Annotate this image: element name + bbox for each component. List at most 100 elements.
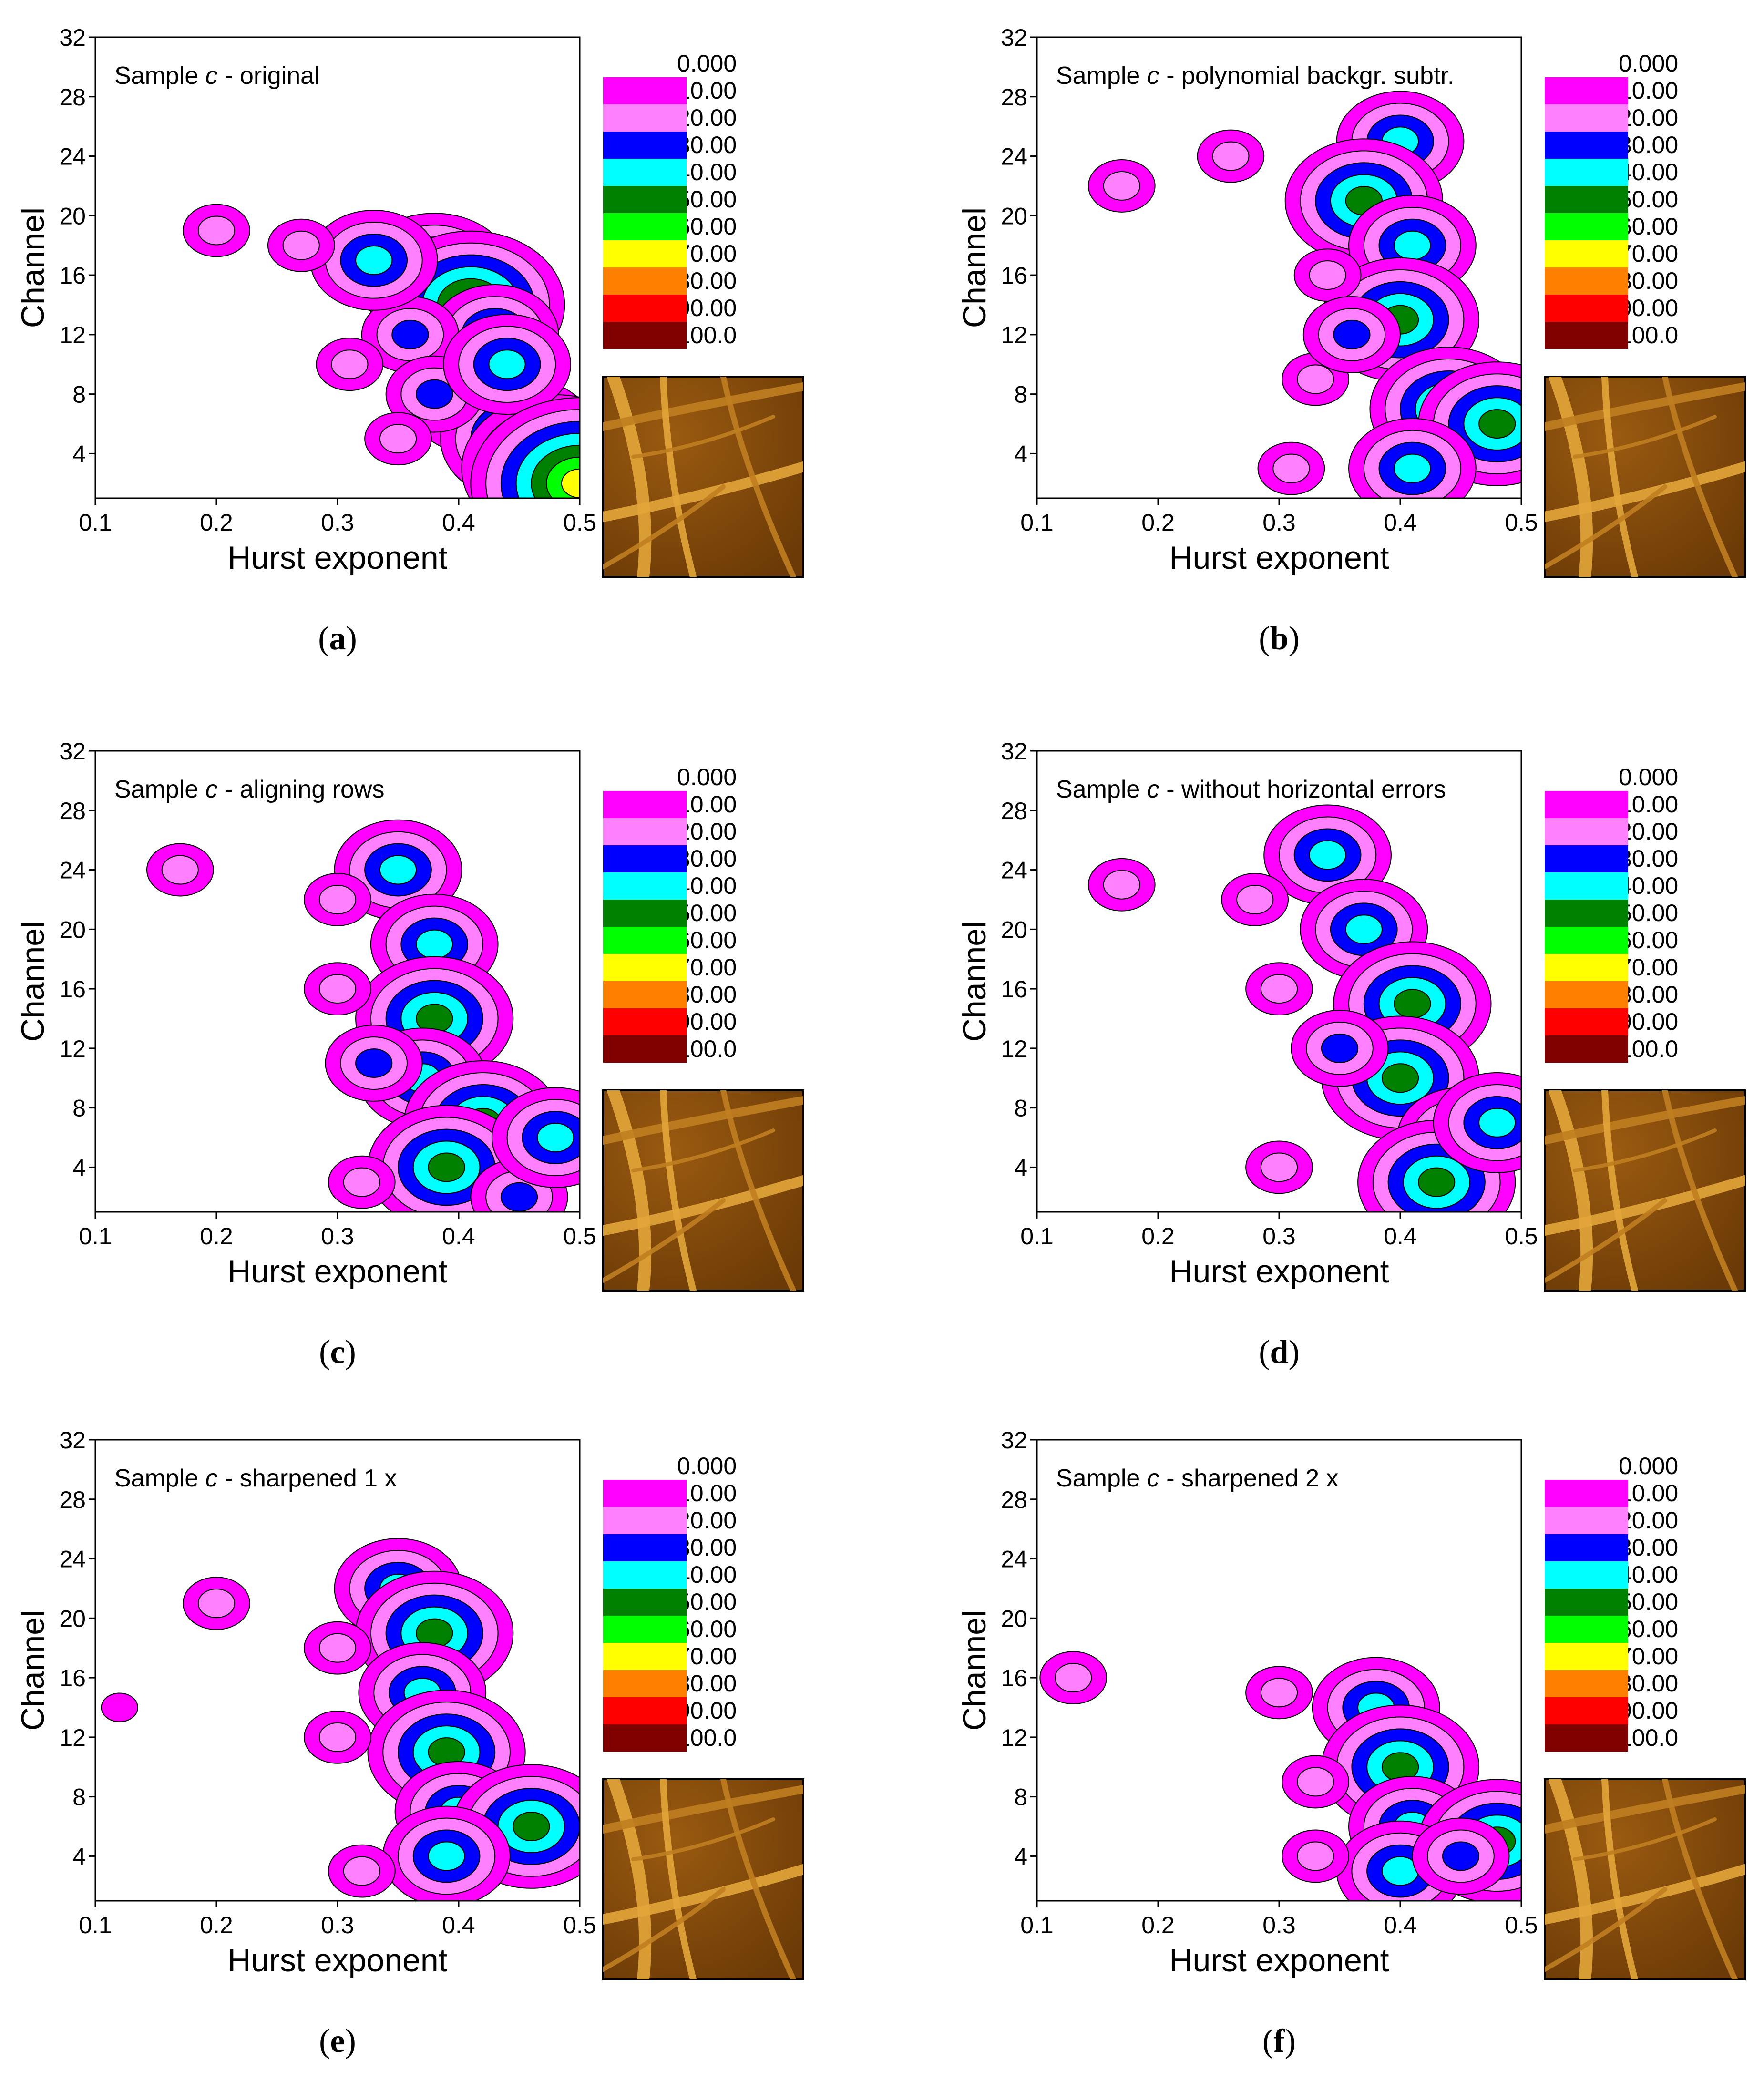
thumbnail-fiber: [1573, 1817, 1717, 1861]
contour-blob-f-7-level-1: [1260, 1678, 1298, 1708]
x-axis-label: Hurst exponent: [1169, 540, 1389, 576]
legend-label: 0.000: [1619, 50, 1678, 77]
legend-label: 60.00: [1619, 927, 1678, 953]
legend-swatch: [1545, 845, 1628, 872]
legend-label: 40.00: [677, 1561, 737, 1588]
y-tick-label: 32: [59, 24, 86, 51]
legend-label: 80.00: [1619, 1670, 1678, 1697]
thumbnail-fiber: [1573, 1128, 1717, 1172]
legend-label: 100.0: [1619, 1035, 1678, 1062]
thumbnail-fiber: [660, 377, 697, 577]
thumbnail-fiber: [603, 1785, 803, 1834]
legend-label: 30.00: [1619, 1534, 1678, 1561]
contour-blob-d-9-level-1: [1260, 1152, 1298, 1182]
legend-label: 100.0: [677, 322, 737, 348]
panel-caption-letter: a: [329, 620, 346, 657]
legend-label: 0.000: [677, 50, 737, 77]
thumbnail-fiber: [1545, 1175, 1745, 1236]
y-tick-label: 32: [1001, 738, 1027, 765]
y-tick-label: 12: [1001, 322, 1027, 348]
thumbnail-fiber: [1545, 484, 1667, 569]
x-tick-label: 0.4: [1384, 509, 1417, 536]
y-tick-label: 20: [1001, 916, 1027, 943]
y-tick-label: 12: [59, 1035, 86, 1062]
panel-caption: (e): [319, 2023, 356, 2060]
legend-label: 70.00: [1619, 954, 1678, 981]
legend-label: 40.00: [1619, 872, 1678, 899]
legend-label: 90.00: [677, 1697, 737, 1724]
thumbnail-fiber: [1545, 1864, 1745, 1925]
thumbnail-fiber: [1545, 1096, 1745, 1145]
y-tick-label: 20: [1001, 203, 1027, 229]
legend-swatch: [1545, 1616, 1628, 1643]
legend-label: 50.00: [677, 1589, 737, 1615]
legend-swatch: [1545, 240, 1628, 267]
y-tick-label: 8: [72, 381, 86, 408]
contour-plot-e: 0.1 0.2 0.3 0.4 0.5 4 8 12 16 20 24 28 32 Hurst expon…: [15, 1427, 804, 1980]
x-tick-label: 0.2: [1141, 1223, 1175, 1250]
y-tick-label: 4: [1014, 441, 1027, 467]
legend-label: 0.000: [677, 764, 737, 790]
y-axis-label: Channel: [15, 921, 51, 1042]
y-tick-label: 20: [59, 916, 86, 943]
y-tick-label: 12: [1001, 1035, 1027, 1062]
contour-blob-e-6-level-3: [428, 1841, 465, 1871]
thumbnail-fiber: [603, 1887, 726, 1972]
y-axis-label: Channel: [956, 921, 993, 1042]
legend-label: 100.0: [1619, 322, 1678, 348]
legend-label: 20.00: [677, 818, 737, 845]
legend-swatch: [1545, 927, 1628, 954]
y-tick-label: 24: [1001, 857, 1027, 884]
contour-blob-b-10-level-1: [1103, 171, 1140, 201]
contour-blob-a-10-level-1: [197, 215, 236, 246]
x-tick-label: 0.3: [321, 509, 354, 536]
contour-blob-c-9-level-1: [161, 855, 199, 885]
contour-blob-a-13-level-3: [488, 349, 526, 379]
contour-blob-c-0-level-3: [379, 855, 417, 885]
y-tick-label: 4: [72, 1843, 86, 1870]
legend-swatch: [603, 322, 687, 349]
legend-swatch: [1545, 954, 1628, 981]
panel-caption: (b): [1259, 620, 1300, 657]
thumbnail-fiber: [720, 377, 796, 577]
thumbnail-fiber: [631, 1128, 775, 1172]
y-tick-label: 12: [59, 1724, 86, 1751]
thumbnail-fiber: [1662, 1779, 1738, 1979]
y-tick-label: 4: [72, 1154, 86, 1181]
y-tick-label: 16: [1001, 262, 1027, 289]
thumbnail-fiber: [1545, 1887, 1667, 1972]
y-axis-label: Channel: [956, 1610, 993, 1731]
contour-blob-d-2-level-4: [1394, 989, 1431, 1019]
y-tick-label: 28: [59, 84, 86, 111]
x-tick-label: 0.5: [1505, 509, 1538, 536]
legend-label: 40.00: [677, 872, 737, 899]
y-tick-label: 8: [1014, 1784, 1027, 1811]
legend-label: 30.00: [677, 845, 737, 872]
contour-blob-c-6-level-2: [500, 1182, 538, 1212]
panel-caption-letter: f: [1273, 2023, 1285, 2060]
legend-swatch: [603, 1480, 687, 1507]
thumbnail-fiber: [1549, 1779, 1593, 1979]
legend-swatch: [1545, 1035, 1628, 1063]
legend-label: 10.00: [1619, 77, 1678, 104]
contour-blob-a-14-level-6: [561, 468, 580, 498]
y-tick-label: 28: [1001, 798, 1027, 824]
y-tick-label: 16: [1001, 1665, 1027, 1691]
contour-plot-b: 0.1 0.2 0.3 0.4 0.5 4 8 12 16 20 24 28 32 Hurst expon…: [956, 24, 1746, 578]
legend-swatch: [603, 872, 687, 900]
legend-swatch: [1545, 818, 1628, 845]
legend-label: 70.00: [1619, 240, 1678, 267]
x-tick-label: 0.4: [442, 509, 475, 536]
legend-label: 20.00: [677, 1507, 737, 1534]
legend-label: 70.00: [677, 1643, 737, 1670]
thumbnail-fiber: [1662, 1090, 1738, 1291]
x-tick-label: 0.1: [79, 1223, 112, 1250]
legend-swatch: [603, 1724, 687, 1752]
legend-swatch: [603, 186, 687, 213]
contour-blob-c-10-level-1: [343, 1167, 380, 1197]
x-tick-label: 0.3: [1262, 509, 1296, 536]
legend-swatch: [603, 1008, 687, 1035]
y-tick-label: 24: [1001, 1546, 1027, 1573]
contour-blob-d-0-level-3: [1309, 840, 1346, 870]
thumbnail-fiber: [603, 1198, 726, 1283]
